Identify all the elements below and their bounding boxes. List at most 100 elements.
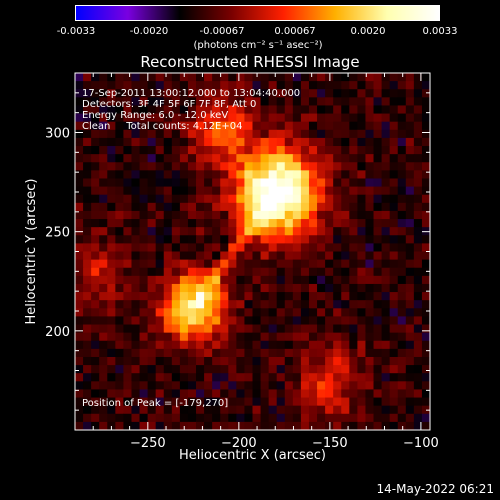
heatmap-cell <box>228 81 237 90</box>
heatmap-cell <box>333 178 342 188</box>
heatmap-cell <box>123 389 132 399</box>
heatmap-cell <box>413 105 423 115</box>
heatmap-cell <box>204 365 213 374</box>
heatmap-cell <box>357 219 366 228</box>
heatmap-cell <box>300 121 310 131</box>
heatmap-cell <box>365 162 375 171</box>
info-clean-counts: Clean Total counts: 4.12E+04 <box>82 121 243 132</box>
heatmap-cell <box>260 121 270 131</box>
heatmap-cell <box>413 137 423 147</box>
heatmap-cell <box>163 178 173 188</box>
heatmap-cell <box>155 332 165 342</box>
heatmap-cell <box>91 300 100 309</box>
heatmap-cell <box>163 340 173 350</box>
heatmap-cell <box>308 389 318 399</box>
heatmap-cell <box>276 397 286 407</box>
heatmap-cell <box>236 356 245 366</box>
heatmap-cell <box>131 81 141 90</box>
heatmap-cell <box>268 97 278 106</box>
heatmap-cell <box>147 340 157 350</box>
heatmap-cell <box>91 73 100 82</box>
heatmap-cell <box>300 397 310 407</box>
heatmap-cell <box>349 137 358 147</box>
heatmap-cell <box>405 275 415 285</box>
heatmap-cell <box>381 292 391 301</box>
heatmap-cell <box>349 373 358 382</box>
heatmap-cell <box>204 348 213 358</box>
heatmap-cell <box>212 186 221 196</box>
heatmap-cell <box>228 324 237 334</box>
heatmap-cell <box>115 300 124 309</box>
heatmap-cell <box>244 389 253 399</box>
heatmap-cell <box>373 381 383 390</box>
heatmap-cell <box>244 137 253 147</box>
heatmap-cell <box>147 267 157 277</box>
heatmap-cell <box>389 121 399 131</box>
heatmap-cell <box>107 267 116 277</box>
heatmap-cell <box>341 381 350 390</box>
heatmap-cell <box>268 105 278 115</box>
heatmap-cell <box>228 202 237 212</box>
heatmap-cell <box>413 162 423 171</box>
heatmap-cell <box>421 332 431 342</box>
heatmap-cell <box>155 219 165 228</box>
heatmap-cell <box>179 137 189 147</box>
heatmap-cell <box>171 292 181 301</box>
heatmap-cell <box>333 113 342 123</box>
heatmap-cell <box>83 405 92 415</box>
heatmap-cell <box>91 381 100 390</box>
heatmap-cell <box>389 89 399 98</box>
heatmap-cell <box>139 389 149 399</box>
heatmap-cell <box>220 89 229 98</box>
heatmap-cell <box>308 365 318 374</box>
heatmap-cell <box>413 405 423 415</box>
heatmap-cell <box>220 178 229 188</box>
heatmap-cell <box>115 202 124 212</box>
heatmap-cell <box>413 324 423 334</box>
heatmap-cell <box>107 283 116 293</box>
heatmap-cell <box>220 113 229 123</box>
heatmap-cell <box>308 308 318 317</box>
heatmap-cell <box>131 194 141 204</box>
heatmap-cell <box>171 105 181 115</box>
heatmap-cell <box>300 251 310 261</box>
heatmap-cell <box>284 194 294 204</box>
heatmap-cell <box>333 219 342 228</box>
heatmap-cell <box>75 162 84 171</box>
heatmap-cell <box>276 154 286 163</box>
heatmap-cell <box>91 340 100 350</box>
heatmap-cell <box>212 219 221 228</box>
heatmap-cell <box>179 413 189 423</box>
heatmap-cell <box>325 308 334 317</box>
heatmap-cell <box>212 283 221 293</box>
heatmap-cell <box>341 113 350 123</box>
heatmap-cell <box>325 219 334 228</box>
heatmap-cell <box>123 316 132 326</box>
heatmap-cell <box>292 405 302 415</box>
heatmap-cell <box>252 365 262 374</box>
heatmap-cell <box>171 227 181 236</box>
heatmap-cell <box>123 356 132 366</box>
heatmap-cell <box>349 356 358 366</box>
heatmap-cell <box>341 308 350 317</box>
heatmap-cell <box>421 89 431 98</box>
heatmap-cell <box>220 170 229 179</box>
heatmap-cell <box>308 243 318 252</box>
heatmap-cell <box>333 381 342 390</box>
heatmap-cell <box>341 421 350 431</box>
heatmap-cell <box>228 243 237 252</box>
heatmap-cell <box>260 170 270 179</box>
heatmap-cell <box>389 324 399 334</box>
heatmap-cell <box>421 129 431 139</box>
heatmap-cell <box>333 235 342 244</box>
colorbar <box>75 5 440 21</box>
heatmap-cell <box>341 324 350 334</box>
heatmap-cell <box>147 332 157 342</box>
heatmap-cell <box>333 89 342 98</box>
heatmap-cell <box>171 154 181 163</box>
heatmap-cell <box>284 348 294 358</box>
heatmap-cell <box>139 413 149 423</box>
heatmap-cell <box>163 235 173 244</box>
heatmap-cell <box>99 227 108 236</box>
heatmap-cell <box>268 89 278 98</box>
